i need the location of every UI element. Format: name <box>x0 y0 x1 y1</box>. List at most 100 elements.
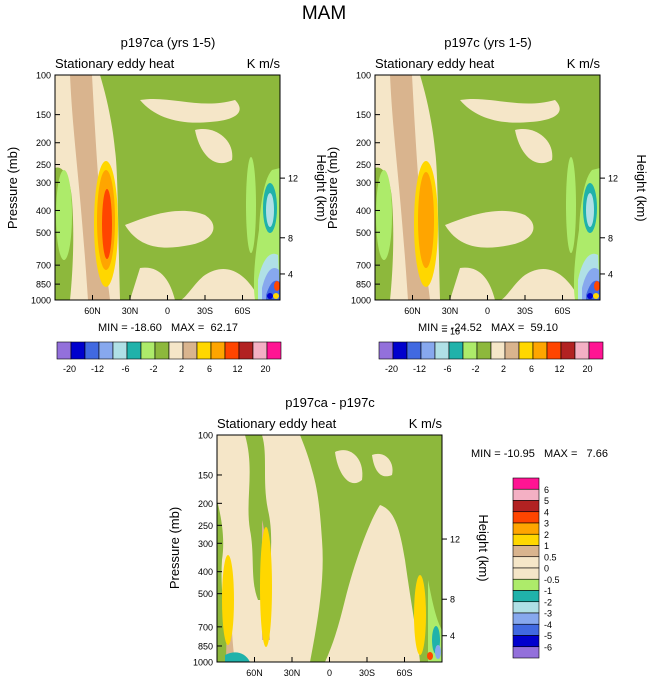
y-tick-label: 500 <box>356 228 371 238</box>
colorbar-label: -3 <box>544 609 552 619</box>
colorbar-label: -1 <box>544 586 552 596</box>
y-tick-label: 200 <box>36 138 51 148</box>
colorbar-box <box>512 590 540 603</box>
colorbar-label: 0.5 <box>544 552 557 562</box>
colorbar-box <box>126 341 142 360</box>
y-tick-label: 700 <box>198 622 213 632</box>
contour-fill <box>225 652 250 662</box>
height-tick-label: 12 <box>450 535 460 545</box>
y-axis: 100 150 200 250 300 400 500 700 850 1000 <box>31 71 60 306</box>
colorbar-box <box>140 341 156 360</box>
contour-fill <box>427 652 433 660</box>
y-axis-title: Pressure (mb) <box>5 147 20 229</box>
contour-fill <box>372 453 393 477</box>
colorbar-label: -6 <box>544 642 552 652</box>
chart-title: p197c (yrs 1-5) <box>444 35 531 50</box>
colorbar-box <box>574 341 590 360</box>
height-axis-title: Height (km) <box>314 154 329 221</box>
colorbar-box <box>512 522 540 535</box>
contour-field <box>55 75 280 300</box>
contour-fill <box>266 193 274 227</box>
colorbar-box <box>560 341 576 360</box>
y-tick-label: 400 <box>36 206 51 216</box>
x-tick-label: 60S <box>554 306 570 316</box>
colorbar-box <box>476 341 492 360</box>
panel-difference: p197ca - p197c Stationary eddy heat K m/… <box>167 327 608 678</box>
y-axis-title: Pressure (mb) <box>325 147 340 229</box>
chart-title: p197ca - p197c <box>285 395 375 410</box>
page-title: MAM <box>301 3 347 24</box>
colorbar-label: -12 <box>91 364 104 374</box>
contour-field <box>217 435 442 662</box>
y-tick-label: 250 <box>198 521 213 531</box>
x-tick-label: 60N <box>84 306 101 316</box>
y-tick-label: 250 <box>36 160 51 170</box>
colorbar-box <box>512 500 540 513</box>
colorbar-box <box>512 488 540 501</box>
colorbar-box <box>512 635 540 648</box>
height-tick-label: 12 <box>608 174 618 184</box>
panel-p197ca: p197ca (yrs 1-5) Stationary eddy heat K … <box>5 35 329 374</box>
y-tick-label: 150 <box>36 110 51 120</box>
y-tick-label: 850 <box>198 641 213 651</box>
contour-fill <box>56 170 72 260</box>
colorbar-label: -20 <box>385 364 398 374</box>
y-tick-label: 1000 <box>31 296 51 306</box>
contour-fill <box>335 450 363 484</box>
colorbar-box <box>168 341 184 360</box>
colorbar-label: -0.5 <box>544 575 560 585</box>
x-tick-label: 30S <box>517 306 533 316</box>
colorbar-label: -12 <box>413 364 426 374</box>
contour-fill <box>273 293 279 299</box>
y-tick-label: 250 <box>356 160 371 170</box>
colorbar-label: 12 <box>554 364 564 374</box>
y-tick-label: 100 <box>36 71 51 81</box>
contour-fill <box>460 98 560 123</box>
y-tick-label: 400 <box>356 206 371 216</box>
colorbar-box <box>448 341 464 360</box>
colorbar-label: -2 <box>471 364 479 374</box>
chart-right-label: K m/s <box>567 56 601 71</box>
colorbar-box <box>70 341 86 360</box>
colorbar-box <box>512 612 540 625</box>
contour-fill <box>376 170 392 260</box>
contour-fill <box>300 435 442 662</box>
colorbar-label: -2 <box>149 364 157 374</box>
y-tick-label: 1000 <box>193 658 213 668</box>
y-tick-label: 700 <box>36 261 51 271</box>
contour-fill <box>102 189 112 259</box>
colorbar-box <box>56 341 72 360</box>
y-tick-label: 300 <box>356 178 371 188</box>
colorbar-box <box>588 341 604 360</box>
x-tick-label: 30N <box>442 306 459 316</box>
height-tick-label: 8 <box>450 595 455 605</box>
y-tick-label: 200 <box>198 499 213 509</box>
colorbar-box <box>98 341 114 360</box>
contour-fill <box>140 98 240 123</box>
x-axis: 60N 30N 0 30S 60S <box>84 295 251 316</box>
colorbar-box <box>224 341 240 360</box>
colorbar-box <box>112 341 128 360</box>
height-tick-label: 4 <box>608 269 613 279</box>
contour-fill <box>586 193 594 227</box>
y-tick-label: 100 <box>356 71 371 81</box>
colorbar-label: -2 <box>544 597 552 607</box>
colorbar-box <box>378 341 394 360</box>
contour-fill <box>566 157 576 253</box>
y-tick-label: 100 <box>198 431 213 441</box>
x-tick-label: 60N <box>246 668 263 678</box>
contour-fill <box>587 293 593 299</box>
x-tick-label: 30S <box>197 306 213 316</box>
colorbar-label: 2 <box>179 364 184 374</box>
colorbar-label: 5 <box>544 496 549 506</box>
chart-left-label: Stationary eddy heat <box>217 416 337 431</box>
colorbar-label: 0 <box>544 564 549 574</box>
colorbar-label: 6 <box>207 364 212 374</box>
contour-fill <box>414 575 426 655</box>
colorbar-label: 2 <box>544 530 549 540</box>
height-tick-label: 16 <box>450 327 460 337</box>
x-axis: 60N 30N 0 30S 60S <box>246 657 413 678</box>
colorbar-box <box>210 341 226 360</box>
